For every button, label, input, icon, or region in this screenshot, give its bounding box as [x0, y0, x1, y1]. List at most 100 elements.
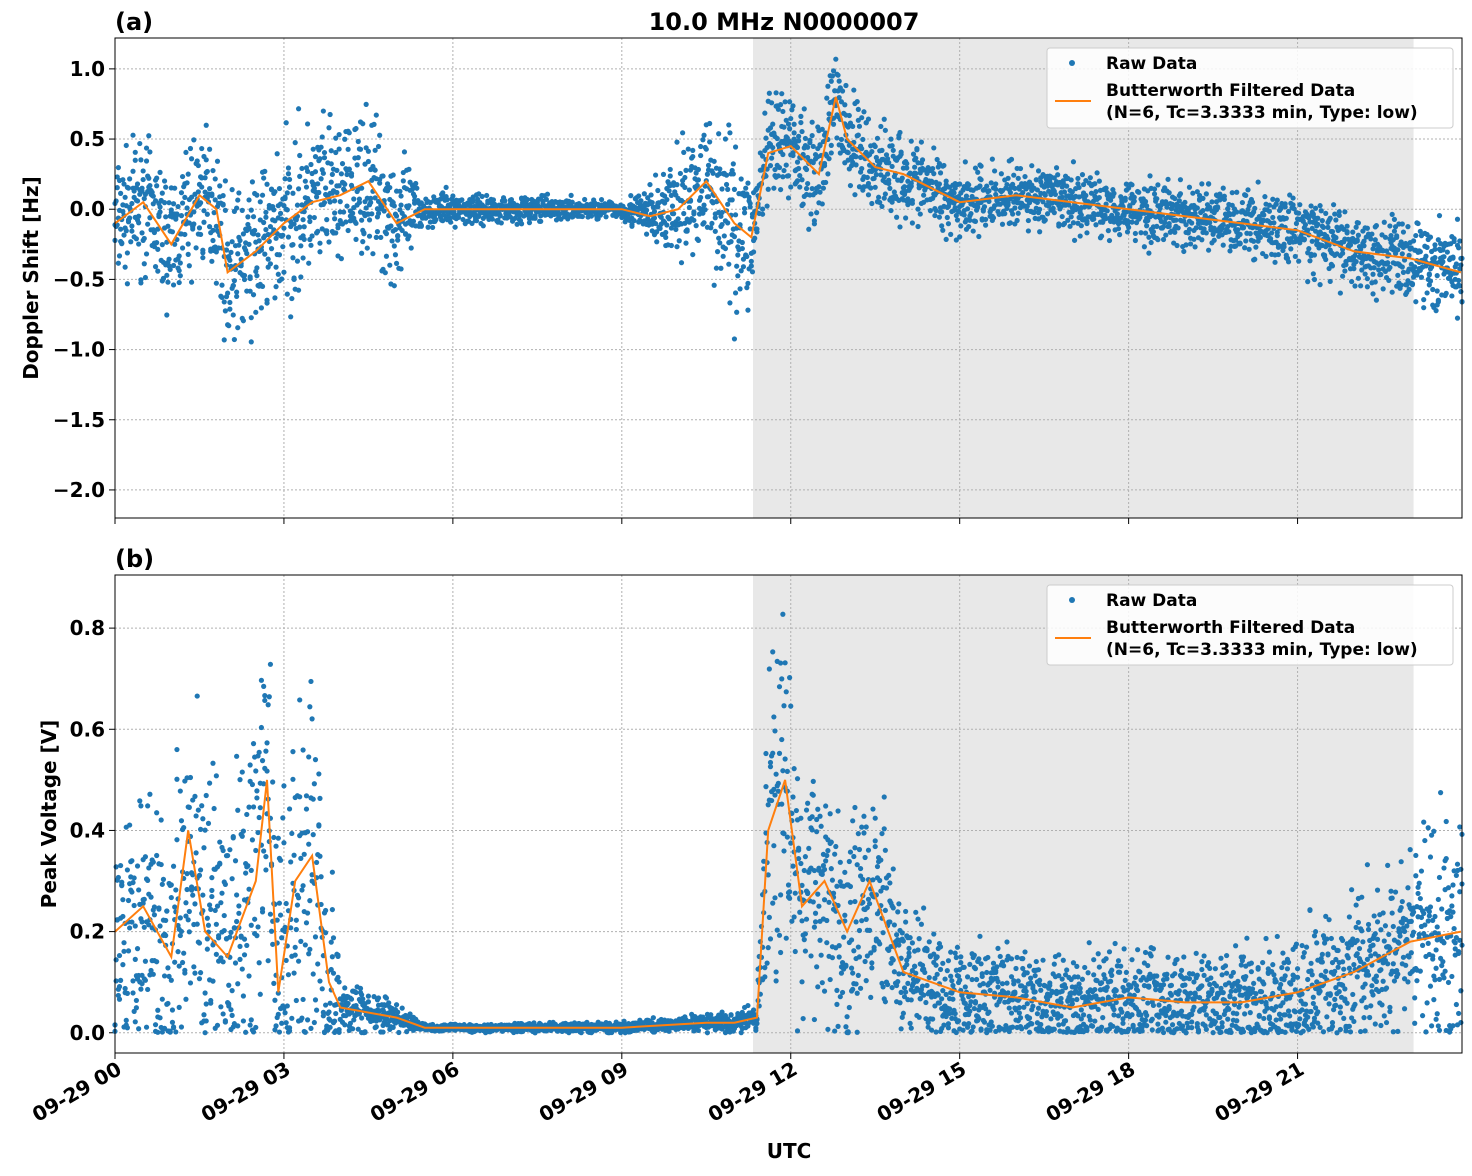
raw-data-point [1036, 168, 1041, 173]
raw-data-point [719, 186, 724, 191]
raw-data-point [868, 185, 873, 190]
raw-data-point [1252, 206, 1257, 211]
raw-data-point [853, 162, 858, 167]
raw-data-point [135, 863, 140, 868]
raw-data-point [246, 973, 251, 978]
raw-data-point [154, 176, 159, 181]
raw-data-point [648, 192, 653, 197]
raw-data-point [814, 210, 819, 215]
raw-data-point [174, 747, 179, 752]
raw-data-point [221, 1011, 226, 1016]
raw-data-point [859, 166, 864, 171]
raw-data-point [184, 871, 189, 876]
raw-data-point [1238, 241, 1243, 246]
raw-data-point [317, 978, 322, 983]
raw-data-point [919, 139, 924, 144]
raw-data-point [317, 241, 322, 246]
raw-data-point [425, 225, 430, 230]
raw-data-point [250, 179, 255, 184]
raw-data-point [749, 259, 754, 264]
raw-data-point [1227, 248, 1232, 253]
raw-data-point [765, 203, 770, 208]
raw-data-point [1248, 231, 1253, 236]
raw-data-point [358, 147, 363, 152]
raw-data-point [490, 216, 495, 221]
raw-data-point [249, 208, 254, 213]
raw-data-point [374, 235, 379, 240]
raw-data-point [696, 177, 701, 182]
raw-data-point [154, 959, 159, 964]
raw-data-point [670, 204, 675, 209]
raw-data-point [1002, 211, 1007, 216]
raw-data-point [525, 197, 530, 202]
raw-data-point [384, 231, 389, 236]
raw-data-point [260, 906, 265, 911]
raw-data-point [204, 123, 209, 128]
raw-data-point [342, 182, 347, 187]
raw-data-point [812, 218, 817, 223]
raw-data-point [291, 970, 296, 975]
raw-data-point [210, 168, 215, 173]
raw-data-point [342, 1022, 347, 1027]
raw-data-point [733, 290, 738, 295]
raw-data-point [260, 284, 265, 289]
raw-data-point [226, 323, 231, 328]
raw-data-point [1055, 172, 1060, 177]
raw-data-point [1123, 198, 1128, 203]
raw-data-point [1383, 235, 1388, 240]
raw-data-point [324, 217, 329, 222]
raw-data-point [276, 272, 281, 277]
raw-data-point [329, 161, 334, 166]
raw-data-point [197, 225, 202, 230]
raw-data-point [324, 228, 329, 233]
raw-data-point [151, 194, 156, 199]
raw-data-point [152, 912, 157, 917]
raw-data-point [1064, 184, 1069, 189]
raw-data-point [1400, 251, 1405, 256]
raw-data-point [1328, 279, 1333, 284]
raw-data-point [314, 860, 319, 865]
raw-data-point [709, 221, 714, 226]
raw-data-point [129, 889, 134, 894]
raw-data-point [717, 240, 722, 245]
legend-label-raw: Raw Data [1106, 54, 1197, 74]
raw-data-point [114, 198, 119, 203]
raw-data-point [127, 822, 132, 827]
raw-data-point [217, 183, 222, 188]
raw-data-point [991, 215, 996, 220]
raw-data-point [204, 157, 209, 162]
raw-data-point [746, 195, 751, 200]
raw-data-point [678, 171, 683, 176]
raw-data-point [668, 167, 673, 172]
raw-data-point [886, 181, 891, 186]
raw-data-point [355, 162, 360, 167]
raw-data-point [1146, 235, 1151, 240]
raw-data-point [277, 252, 282, 257]
raw-data-point [294, 918, 299, 923]
raw-data-point [741, 264, 746, 269]
raw-data-point [1093, 222, 1098, 227]
raw-data-point [701, 220, 706, 225]
raw-data-point [297, 174, 302, 179]
raw-data-point [132, 875, 137, 880]
raw-data-point [829, 79, 834, 84]
legend-marker-raw [1069, 60, 1075, 66]
raw-data-point [1276, 252, 1281, 257]
raw-data-point [323, 1002, 328, 1007]
raw-data-point [835, 73, 840, 78]
raw-data-point [171, 263, 176, 268]
raw-data-point [291, 275, 296, 280]
raw-data-point [254, 193, 259, 198]
raw-data-point [873, 144, 878, 149]
raw-data-point [317, 854, 322, 859]
raw-data-point [266, 257, 271, 262]
raw-data-point [1345, 230, 1350, 235]
raw-data-point [339, 256, 344, 261]
raw-data-point [722, 233, 727, 238]
raw-data-point [127, 925, 132, 930]
raw-data-point [873, 185, 878, 190]
raw-data-point [1454, 261, 1459, 266]
raw-data-point [129, 228, 134, 233]
raw-data-point [305, 910, 310, 915]
raw-data-point [314, 194, 319, 199]
